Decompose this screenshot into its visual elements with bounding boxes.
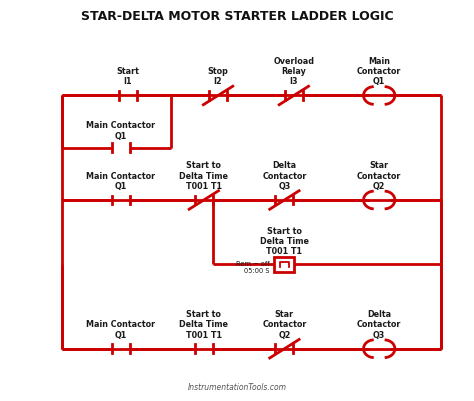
Text: Star
Contactor
Q2: Star Contactor Q2 [262,309,307,339]
Text: Stop
I2: Stop I2 [208,67,228,86]
Text: Main Contactor
Q1: Main Contactor Q1 [86,320,155,339]
Text: Overload
Relay
I3: Overload Relay I3 [273,57,314,86]
Text: Main Contactor
Q1: Main Contactor Q1 [86,121,155,140]
Text: Start to
Delta Time
T001 T1: Start to Delta Time T001 T1 [260,226,309,256]
Text: Star
Contactor
Q2: Star Contactor Q2 [357,161,401,190]
Bar [274,257,294,272]
Text: Delta
Contactor
Q3: Delta Contactor Q3 [357,309,401,339]
Text: Start to
Delta Time
T001 T1: Start to Delta Time T001 T1 [179,309,228,339]
Text: Main
Contactor
Q1: Main Contactor Q1 [357,57,401,86]
Text: STAR-DELTA MOTOR STARTER LADDER LOGIC: STAR-DELTA MOTOR STARTER LADDER LOGIC [81,10,393,23]
Text: Delta
Contactor
Q3: Delta Contactor Q3 [262,161,307,190]
Text: Start
I1: Start I1 [117,67,139,86]
Text: Main Contactor
Q1: Main Contactor Q1 [86,171,155,190]
Text: InstrumentationTools.com: InstrumentationTools.com [188,382,286,391]
Text: Rem − off
05:00 S: Rem − off 05:00 S [236,260,270,273]
Text: Start to
Delta Time
T001 T1: Start to Delta Time T001 T1 [179,161,228,190]
